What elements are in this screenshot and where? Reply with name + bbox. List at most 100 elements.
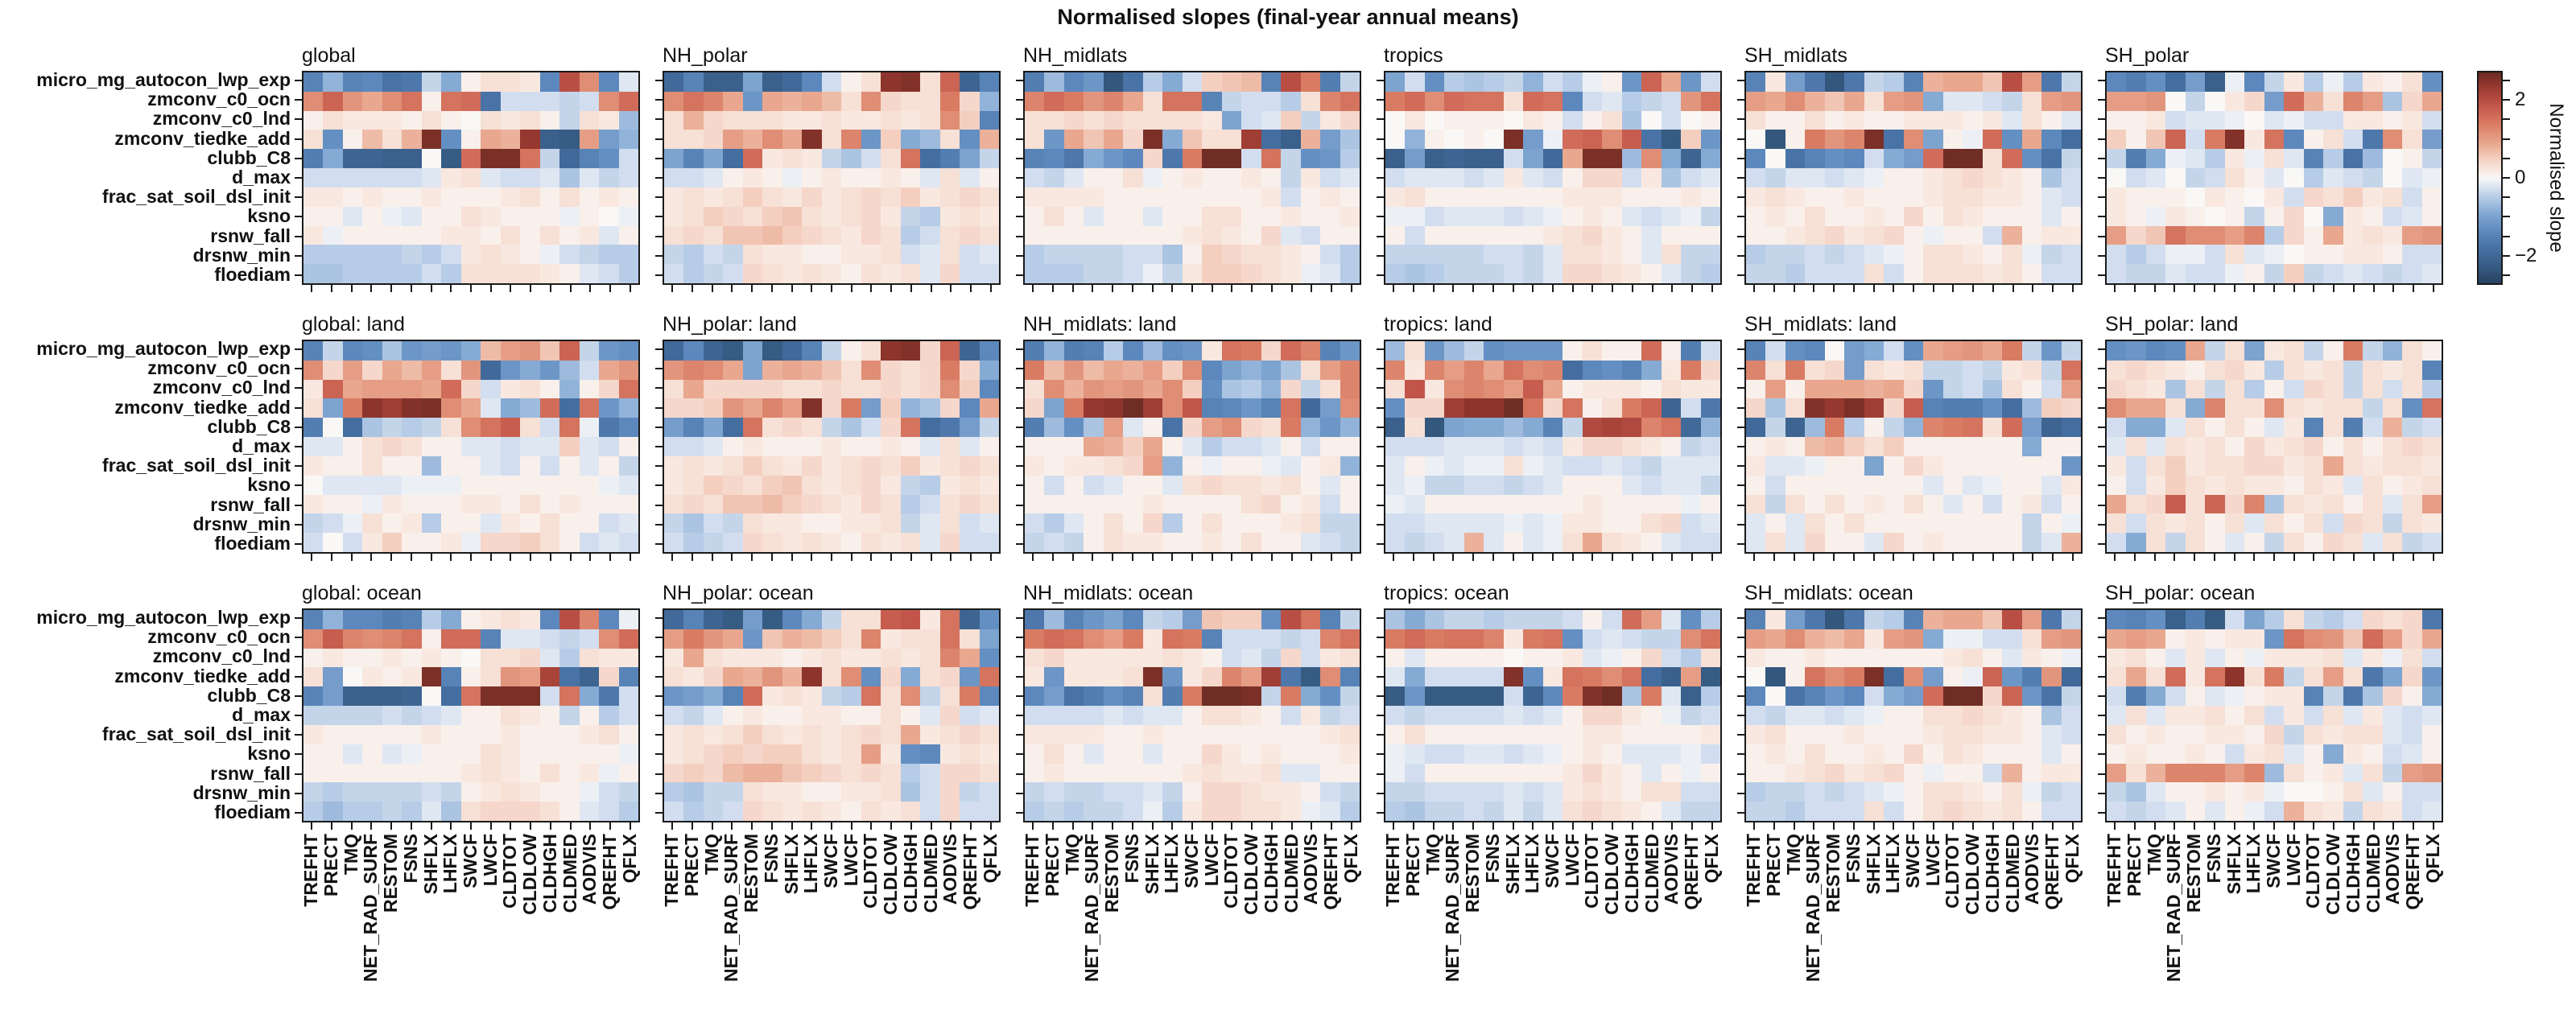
heatmap-cell <box>2185 225 2206 245</box>
heatmap-cell <box>1542 341 1563 361</box>
heatmap-cell <box>1621 264 1642 283</box>
heatmap-cell <box>1123 360 1143 380</box>
heatmap-cell <box>1824 379 1845 399</box>
heatmap-cell <box>2002 629 2022 649</box>
x-axis-tick <box>1671 285 1674 292</box>
heatmap-cell <box>979 379 999 399</box>
heatmap-cell <box>821 110 842 130</box>
heatmap-cell <box>500 494 521 514</box>
heatmap-cell <box>900 130 921 150</box>
heatmap-cell <box>2343 245 2363 265</box>
heatmap-cell <box>1765 245 1785 265</box>
heatmap-cell <box>1241 629 1261 649</box>
heatmap-cell <box>2205 437 2225 456</box>
heatmap-cell <box>2244 245 2264 265</box>
x-axis-tick <box>1753 285 1756 292</box>
heatmap-cell <box>1084 149 1104 169</box>
x-axis-label: LHFLX <box>2243 834 2264 894</box>
heatmap-cell <box>1063 494 1084 514</box>
y-axis-tick <box>1016 216 1023 218</box>
heatmap-cell <box>742 648 763 668</box>
heatmap-cell <box>539 667 560 687</box>
heatmap-cell <box>861 206 881 226</box>
heatmap-cell <box>1221 706 1242 725</box>
heatmap-cell <box>2421 629 2442 649</box>
heatmap-cell <box>703 629 724 649</box>
heatmap-cell <box>1621 494 1642 514</box>
heatmap-cell <box>362 72 382 92</box>
heatmap-cell <box>1982 110 2003 130</box>
heatmap-cell <box>1202 724 1222 744</box>
heatmap-cell <box>2185 648 2206 668</box>
heatmap-cell <box>2244 475 2264 495</box>
heatmap-cell <box>960 91 980 111</box>
heatmap-cell <box>1923 225 1943 245</box>
heatmap-cell <box>1484 91 1504 111</box>
heatmap-cell <box>1523 513 1543 534</box>
heatmap-cell <box>520 130 540 150</box>
heatmap-cell <box>1661 418 1682 438</box>
x-axis-tick <box>1131 285 1133 292</box>
heatmap-cell <box>1765 264 1785 283</box>
heatmap-cell <box>920 667 940 687</box>
heatmap-cell <box>1503 763 1524 783</box>
heatmap-cell <box>1424 360 1445 380</box>
heatmap-cell <box>2126 686 2146 707</box>
heatmap-cell <box>481 110 501 130</box>
heatmap-cell <box>1982 245 2003 265</box>
heatmap-cell <box>1582 379 1603 399</box>
heatmap-cell <box>303 91 324 111</box>
heatmap-cell <box>664 706 684 725</box>
x-axis-label: TREFHT <box>1382 834 1404 907</box>
heatmap-cell <box>2002 72 2022 92</box>
heatmap-cell <box>881 494 901 514</box>
y-axis-tick <box>2098 715 2105 716</box>
heatmap-cell <box>2224 130 2245 150</box>
y-axis-tick <box>295 177 302 179</box>
heatmap-cell <box>1063 245 1084 265</box>
x-axis-tick <box>549 554 551 561</box>
y-axis-tick <box>1737 465 1744 468</box>
heatmap-cell <box>1261 206 1282 226</box>
heatmap-cell <box>960 782 980 802</box>
heatmap-cell <box>618 513 638 534</box>
y-axis-tick <box>655 368 663 370</box>
heatmap-cell <box>2402 475 2422 495</box>
heatmap-cell <box>2303 686 2324 707</box>
heatmap-cell <box>2284 763 2304 783</box>
heatmap-cell <box>2041 168 2062 188</box>
x-axis-tick <box>770 285 773 292</box>
heatmap-cell <box>881 686 901 707</box>
heatmap-cell <box>1261 455 1282 476</box>
heatmap-cell <box>1602 418 1622 438</box>
heatmap-cell <box>900 513 921 534</box>
heatmap-cell <box>2382 724 2403 744</box>
heatmap-cell <box>1182 782 1203 802</box>
heatmap-cell <box>1923 168 1943 188</box>
heatmap-cell <box>1641 724 1662 744</box>
heatmap-cell <box>2145 168 2166 188</box>
x-axis-tick <box>1671 554 1674 561</box>
heatmap-cell <box>1221 149 1242 169</box>
x-axis-tick <box>1952 285 1955 292</box>
heatmap-cell <box>1444 724 1464 744</box>
heatmap-cell <box>500 379 521 399</box>
y-axis-tick <box>295 348 302 351</box>
heatmap-cell <box>1661 667 1682 687</box>
heatmap-cell <box>2303 341 2324 361</box>
heatmap-cell <box>2145 648 2166 668</box>
heatmap-cell <box>2363 264 2383 283</box>
x-axis-tick <box>910 554 912 561</box>
heatmap-cell <box>500 206 521 226</box>
heatmap-cell <box>802 437 822 456</box>
heatmap-cell <box>1765 168 1785 188</box>
heatmap-cell <box>1025 379 1045 399</box>
heatmap-cell <box>1320 72 1340 92</box>
heatmap-cell <box>421 648 442 668</box>
heatmap-cell <box>323 782 343 802</box>
heatmap-cell <box>1320 379 1340 399</box>
heatmap-panel <box>302 340 640 554</box>
y-axis-tick <box>1377 753 1384 756</box>
heatmap-cell <box>2107 494 2127 514</box>
heatmap-cell <box>559 130 580 150</box>
